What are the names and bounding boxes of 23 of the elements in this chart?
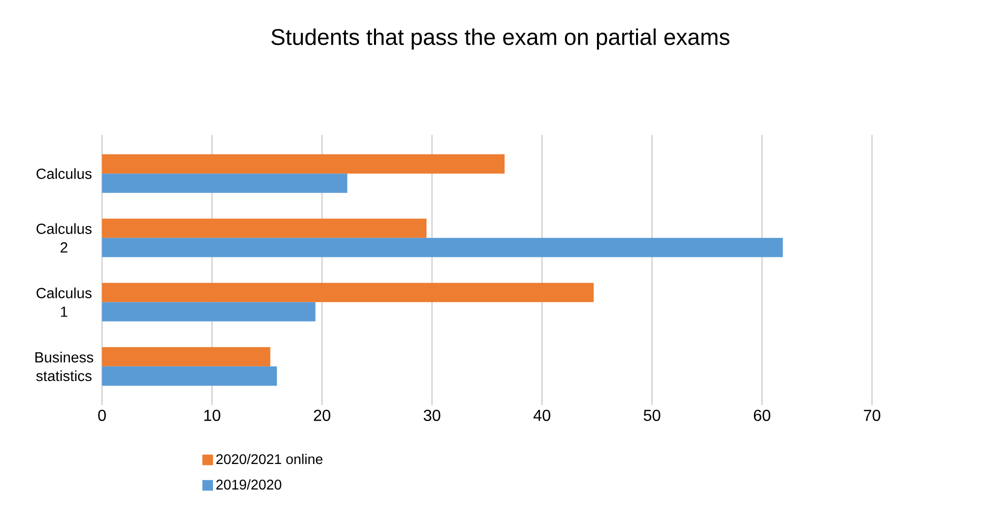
x-tick-label: 70: [864, 410, 880, 422]
bar: [102, 302, 316, 322]
bar: [102, 154, 505, 174]
y-tick-label: Calculus 1: [36, 287, 92, 317]
legend-label: 2019/2020: [216, 479, 282, 490]
y-tick-label: Calculus 2: [36, 223, 92, 252]
bar: [102, 174, 348, 193]
y-tick-label: Business statistics: [35, 352, 94, 382]
bar: [102, 218, 427, 238]
chart-title: Students that pass the exam on partial exams: [271, 28, 730, 50]
x-tick-label: 10: [204, 410, 220, 422]
bar: [102, 238, 783, 258]
x-tick-label: 0: [98, 410, 106, 422]
bar: [102, 347, 270, 366]
legend-label: 2020/2021 online: [216, 454, 322, 464]
y-tick-label: Calculus: [36, 168, 92, 179]
x-tick-label: 50: [644, 410, 660, 422]
x-tick-label: 20: [314, 410, 330, 422]
x-tick-label: 40: [533, 410, 550, 422]
bar: [102, 366, 277, 386]
x-tick-label: 30: [424, 410, 440, 422]
x-tick-label: 60: [754, 410, 770, 422]
bar: [102, 282, 594, 302]
